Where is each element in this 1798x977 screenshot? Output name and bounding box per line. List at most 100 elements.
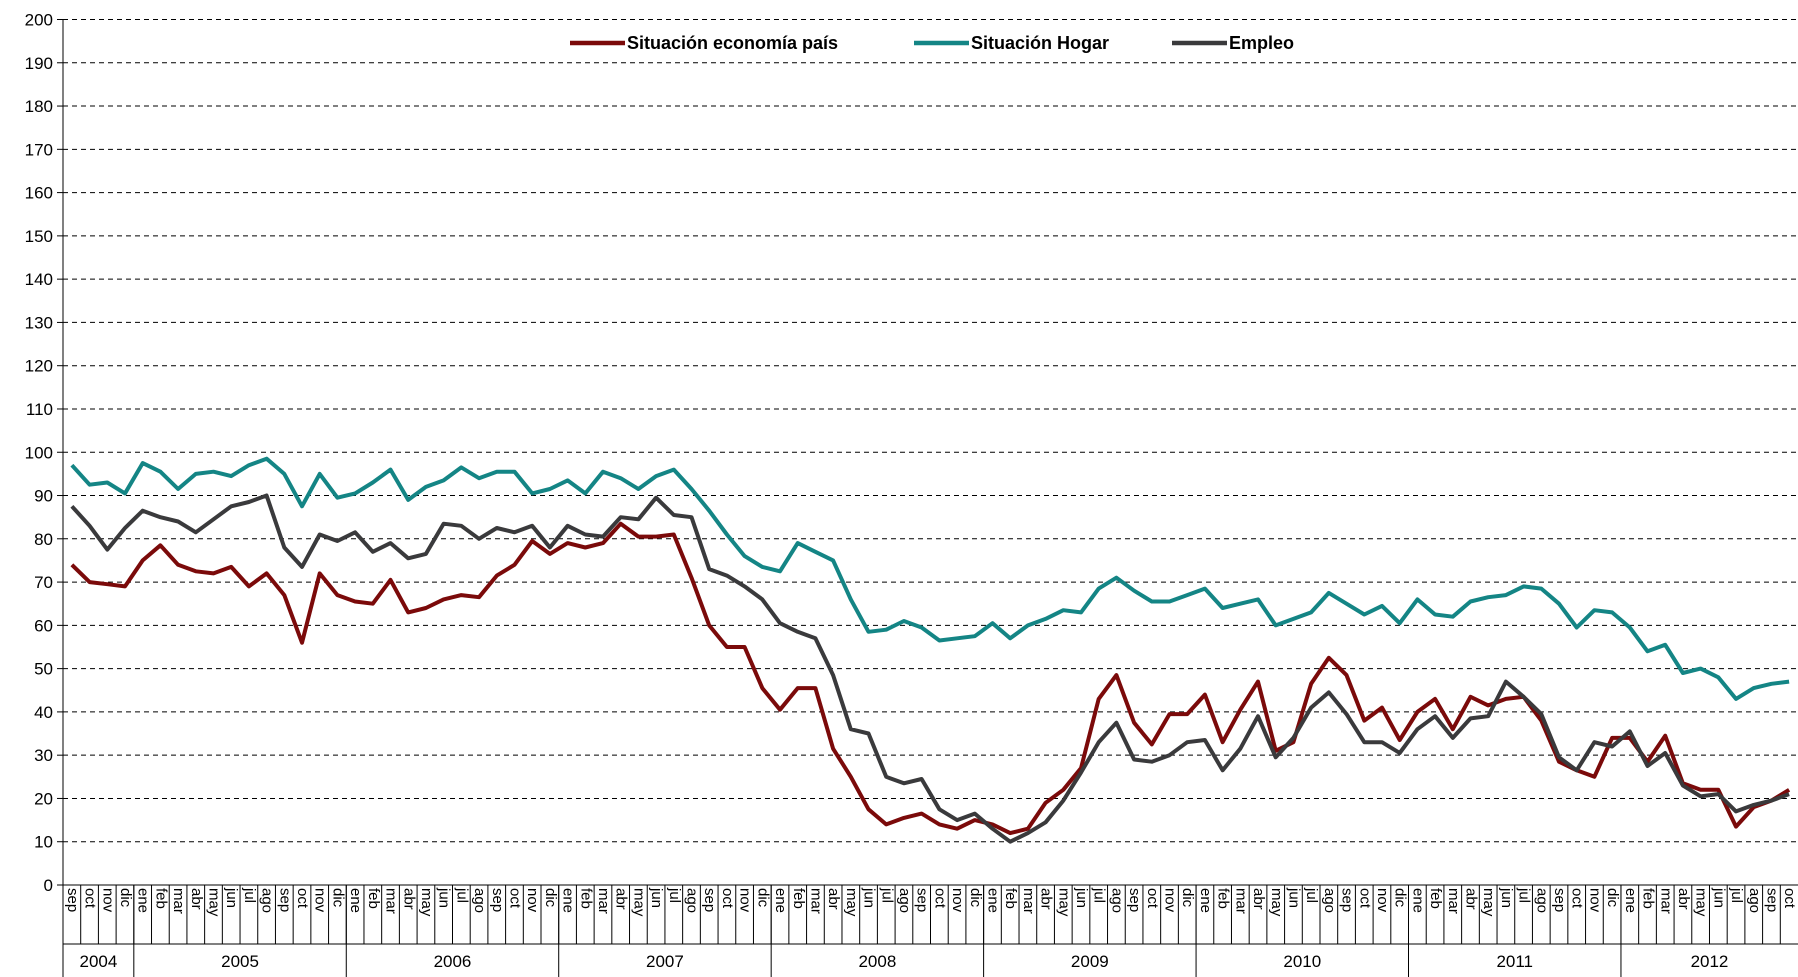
x-tick-label: oct [719, 888, 736, 909]
y-tick-label: 10 [34, 833, 53, 852]
series-line [70, 456, 1790, 701]
x-tick-label: sep [1763, 888, 1780, 912]
x-tick-label: sep [489, 888, 506, 912]
x-tick-label: ene [347, 888, 364, 913]
series-line [70, 493, 1790, 844]
x-tick-label: abr [188, 888, 205, 910]
x-tick-label: mar [1445, 888, 1462, 914]
x-tick-label: feb [1640, 888, 1657, 909]
x-tick-label: feb [790, 888, 807, 909]
x-tick-label: ago [471, 888, 488, 913]
x-tick-label: mar [383, 888, 400, 914]
x-tick-label: feb [1215, 888, 1232, 909]
x-tick-label: abr [400, 888, 417, 910]
y-tick-label: 40 [34, 703, 53, 722]
x-tick-label: sep [276, 888, 293, 912]
x-tick-label: jul [1728, 887, 1745, 903]
x-tick-label: jun [223, 887, 240, 908]
y-tick-label: 150 [25, 227, 53, 246]
x-tick-label: ago [684, 888, 701, 913]
series-line [70, 521, 1791, 836]
x-tick-label: abr [1250, 888, 1267, 910]
x-tick-label: dic [754, 888, 771, 908]
y-tick-label: 50 [34, 660, 53, 679]
group-label: 2004 [79, 952, 117, 971]
y-tick-label: 190 [25, 54, 53, 73]
legend-label: Situación Hogar [971, 33, 1109, 53]
x-tick-label: jul [453, 887, 470, 903]
x-tick-label: jun [1498, 887, 1515, 908]
x-tick-label: feb [365, 888, 382, 909]
x-tick-label: abr [825, 888, 842, 910]
x-tick-label: jul [666, 887, 683, 903]
x-tick-label: oct [1781, 888, 1798, 909]
x-tick-label: sep [914, 888, 931, 912]
x-tick-label: sep [1339, 888, 1356, 912]
group-label: 2005 [221, 952, 259, 971]
y-tick-label: 180 [25, 97, 53, 116]
x-tick-label: feb [152, 888, 169, 909]
x-tick-label: jul [1303, 887, 1320, 903]
x-tick-label: nov [949, 888, 966, 913]
x-tick-label: nov [1586, 888, 1603, 913]
x-tick-label: nov [312, 888, 329, 913]
x-tick-label: dic [329, 888, 346, 908]
x-tick-label: may [1693, 888, 1710, 917]
x-tick-label: nov [99, 888, 116, 913]
x-tick-label: nov [524, 888, 541, 913]
x-tick-label: dic [542, 888, 559, 908]
x-tick-label: abr [1463, 888, 1480, 910]
x-tick-label: feb [577, 888, 594, 909]
x-tick-label: nov [1162, 888, 1179, 913]
x-tick-label: ene [135, 888, 152, 913]
x-tick-label: dic [1179, 888, 1196, 908]
y-tick-label: 70 [34, 573, 53, 592]
x-tick-label: jun [1710, 887, 1727, 908]
x-tick-label: ene [1409, 888, 1426, 913]
x-tick-label: ene [560, 888, 577, 913]
y-tick-label: 100 [25, 443, 53, 462]
x-tick-label: nov [737, 888, 754, 913]
x-tick-label: ago [1533, 888, 1550, 913]
x-tick-label: may [206, 888, 223, 917]
group-label: 2010 [1283, 952, 1321, 971]
group-label: 2006 [434, 952, 472, 971]
x-tick-label: may [1480, 888, 1497, 917]
group-label: 2007 [646, 952, 684, 971]
x-tick-label: sep [1551, 888, 1568, 912]
x-tick-label: dic [1392, 888, 1409, 908]
x-tick-label: may [1268, 888, 1285, 917]
y-tick-label: 30 [34, 746, 53, 765]
x-tick-label: jul [241, 887, 258, 903]
x-tick-label: mar [1020, 888, 1037, 914]
y-tick-label: 60 [34, 616, 53, 635]
x-tick-label: jun [1073, 887, 1090, 908]
legend-label: Situación economía país [627, 33, 838, 53]
x-tick-label: abr [613, 888, 630, 910]
y-tick-label: 0 [44, 876, 53, 895]
x-tick-label: ago [1746, 888, 1763, 913]
x-tick-label: jun [436, 887, 453, 908]
x-tick-label: abr [1038, 888, 1055, 910]
x-tick-label: dic [117, 888, 134, 908]
x-tick-label: oct [82, 888, 99, 909]
y-tick-label: 20 [34, 789, 53, 808]
x-tick-label: mar [1232, 888, 1249, 914]
x-tick-label: jun [861, 887, 878, 908]
x-tick-label: ene [1197, 888, 1214, 913]
y-tick-label: 80 [34, 530, 53, 549]
x-tick-label: oct [1569, 888, 1586, 909]
x-tick-label: jul [878, 887, 895, 903]
x-tick-label: ene [984, 888, 1001, 913]
group-label: 2009 [1071, 952, 1109, 971]
x-tick-label: ago [896, 888, 913, 913]
x-tick-label: ago [1108, 888, 1125, 913]
x-tick-label: oct [506, 888, 523, 909]
legend-label: Empleo [1229, 33, 1294, 53]
x-tick-label: feb [1002, 888, 1019, 909]
x-tick-label: oct [1144, 888, 1161, 909]
x-tick-label: dic [1604, 888, 1621, 908]
x-tick-label: sep [1126, 888, 1143, 912]
